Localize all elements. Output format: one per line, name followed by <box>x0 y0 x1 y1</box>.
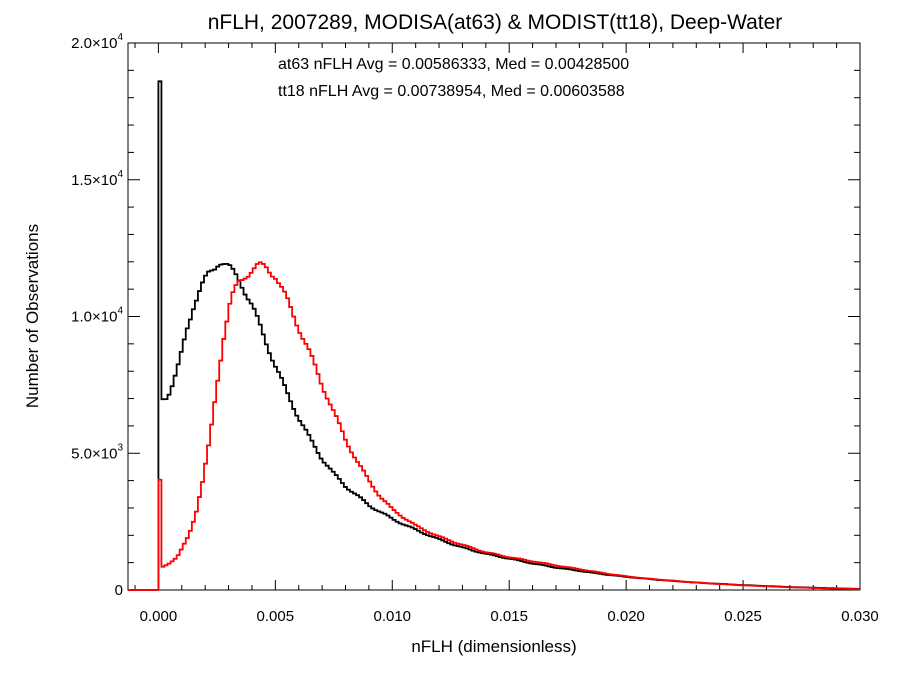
x-tick-label: 0.005 <box>257 608 295 625</box>
y-axis-label: Number of Observations <box>23 224 42 408</box>
x-axis-label: nFLH (dimensionless) <box>411 637 576 656</box>
y-tick-labels: 0 5.0×103 1.0×104 1.5×104 2.0×104 <box>71 32 123 599</box>
y-tick-label: 5.0×103 <box>71 442 123 462</box>
y-tick-label: 0 <box>115 582 123 599</box>
series-layer <box>128 80 860 591</box>
y-tick-label: 2.0×104 <box>71 32 123 52</box>
y-tick-label: 1.0×104 <box>71 306 123 326</box>
annotation-tt18: tt18 nFLH Avg = 0.00738954, Med = 0.0060… <box>278 83 625 100</box>
x-tick-label: 0.020 <box>607 608 645 625</box>
x-tick-labels: 0.000 0.005 0.010 0.015 0.020 0.025 0.030 <box>140 608 879 625</box>
plot-frame <box>127 42 861 591</box>
series-line-0 <box>128 80 860 591</box>
x-tick-label: 0.015 <box>490 608 528 625</box>
x-tick-label: 0.025 <box>724 608 762 625</box>
x-tick-label: 0.030 <box>841 608 879 625</box>
x-tick-label: 0.000 <box>140 608 178 625</box>
axis-ticks <box>128 42 861 591</box>
x-tick-label: 0.010 <box>373 608 411 625</box>
y-tick-label: 1.5×104 <box>71 169 123 189</box>
series-line-1 <box>128 261 860 591</box>
chart-title: nFLH, 2007289, MODISA(at63) & MODIST(tt1… <box>208 11 783 34</box>
annotation-at63: at63 nFLH Avg = 0.00586333, Med = 0.0042… <box>278 56 629 73</box>
